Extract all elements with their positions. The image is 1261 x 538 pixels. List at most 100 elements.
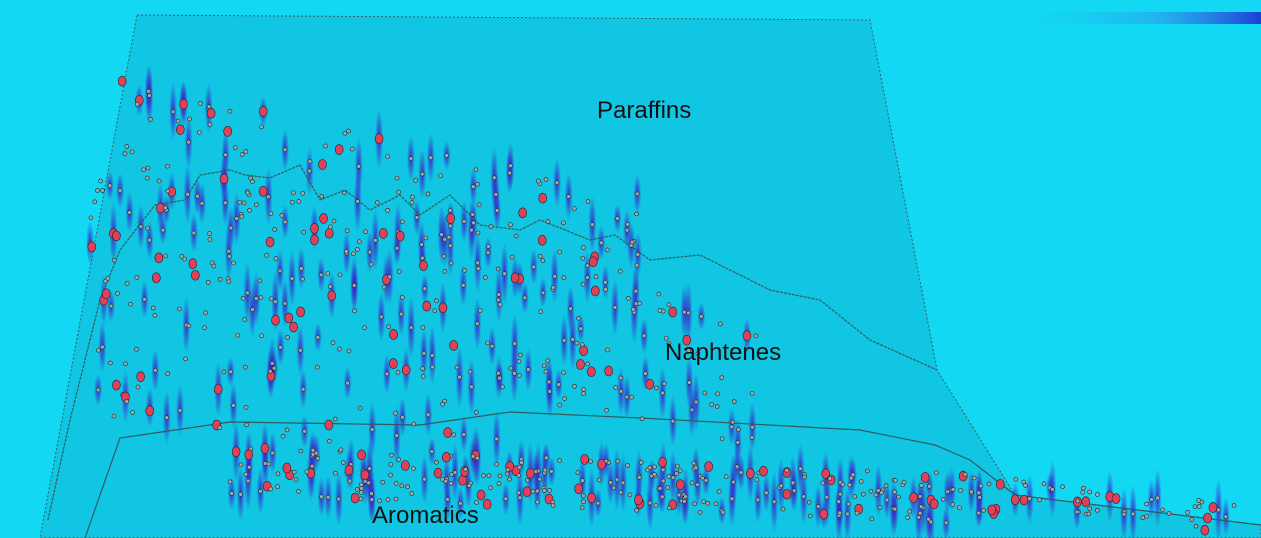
peak xyxy=(373,238,378,243)
peak xyxy=(462,268,467,273)
peak xyxy=(447,208,453,213)
peak xyxy=(328,224,333,230)
peak xyxy=(656,291,662,297)
peak xyxy=(892,478,898,483)
peak xyxy=(130,410,135,415)
peak xyxy=(284,427,290,433)
peak xyxy=(344,228,350,233)
peak xyxy=(639,416,645,422)
peak xyxy=(243,364,248,370)
peak xyxy=(735,440,741,445)
peak xyxy=(293,477,299,482)
peak xyxy=(179,254,185,259)
peak xyxy=(525,367,531,372)
peak xyxy=(730,419,736,425)
peak xyxy=(177,408,183,413)
peak xyxy=(598,240,604,246)
peak xyxy=(1019,494,1029,506)
peak xyxy=(950,487,956,492)
peak xyxy=(267,369,273,374)
peak xyxy=(666,341,672,346)
peak xyxy=(235,332,241,338)
peak xyxy=(666,474,672,479)
peak xyxy=(122,151,128,156)
peak xyxy=(1027,496,1032,502)
peak xyxy=(363,229,368,234)
peak xyxy=(845,511,850,517)
peak xyxy=(731,479,736,485)
peak xyxy=(310,451,316,457)
peak xyxy=(202,325,207,330)
peak xyxy=(562,396,567,401)
peak xyxy=(1196,504,1202,509)
peak xyxy=(420,366,425,371)
peak xyxy=(438,302,448,314)
peak xyxy=(625,222,630,227)
peak xyxy=(489,343,495,349)
naphtenes-label: Naphtenes xyxy=(665,339,781,366)
peak xyxy=(791,488,797,493)
peak xyxy=(635,191,640,197)
peak xyxy=(388,472,393,478)
peak xyxy=(962,472,968,477)
peak xyxy=(394,245,400,251)
peak xyxy=(342,130,348,136)
peak xyxy=(507,476,512,482)
peak xyxy=(1121,511,1127,517)
peak xyxy=(314,364,320,370)
peak xyxy=(269,361,275,366)
peak xyxy=(154,252,164,264)
peak xyxy=(271,365,277,371)
peak xyxy=(729,496,735,502)
peak xyxy=(346,128,351,134)
peak xyxy=(1080,490,1086,495)
peak xyxy=(550,285,556,290)
peak xyxy=(561,370,566,375)
peak xyxy=(493,192,499,197)
peak xyxy=(1189,517,1195,522)
peak xyxy=(367,466,372,471)
peak xyxy=(191,269,200,281)
peak xyxy=(620,480,626,486)
peak xyxy=(537,253,543,259)
paraffins-label: Paraffins xyxy=(597,97,691,124)
peak xyxy=(298,347,303,353)
peak xyxy=(264,253,270,258)
peak xyxy=(657,308,663,313)
peak xyxy=(704,461,713,472)
peak xyxy=(723,474,729,479)
peak xyxy=(806,499,812,505)
peak xyxy=(330,340,336,345)
peak xyxy=(273,299,278,305)
peak xyxy=(920,472,930,483)
peak xyxy=(865,468,870,474)
peak xyxy=(344,464,354,476)
peak xyxy=(315,335,321,340)
peak xyxy=(395,370,401,375)
peak xyxy=(349,146,355,152)
peak xyxy=(969,489,974,495)
peak xyxy=(474,500,479,505)
peak xyxy=(663,335,669,341)
peak xyxy=(248,175,253,181)
peak xyxy=(581,499,586,505)
peak xyxy=(524,477,530,483)
peak xyxy=(284,312,294,324)
peak xyxy=(257,278,263,284)
peak xyxy=(719,375,725,381)
peak xyxy=(1231,503,1237,508)
peak xyxy=(238,492,243,497)
peak xyxy=(538,309,544,314)
peak xyxy=(801,494,807,499)
peak xyxy=(231,260,236,266)
peak xyxy=(443,478,449,484)
peak xyxy=(229,491,234,496)
peak xyxy=(449,340,458,351)
peak xyxy=(227,479,233,485)
peak xyxy=(1200,524,1210,536)
peak xyxy=(414,215,420,220)
peak xyxy=(369,491,374,496)
peak xyxy=(731,399,737,404)
peak xyxy=(101,288,111,300)
